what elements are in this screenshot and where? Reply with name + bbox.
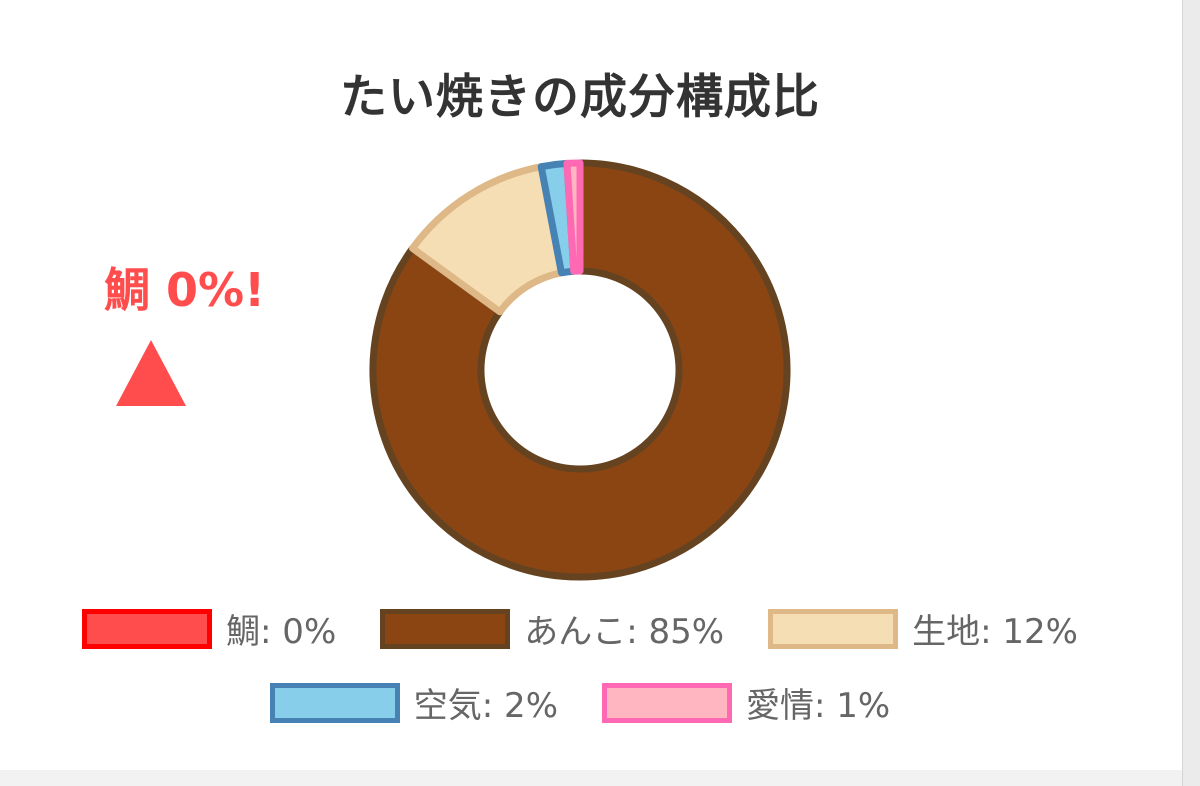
page-edge	[1182, 0, 1200, 786]
legend-swatch-kuki	[269, 682, 400, 723]
legend-label-tai: 鯛: 0%	[226, 612, 337, 652]
legend-item-tai[interactable]: 鯛: 0%	[82, 604, 336, 653]
legend-item-anko[interactable]: あんこ: 85%	[380, 604, 724, 653]
legend-swatch-aijo	[602, 682, 732, 723]
legend-swatch-kiji	[768, 608, 899, 649]
legend-item-kuki[interactable]: 空気: 2%	[269, 678, 558, 727]
donut-slice-4[interactable]	[563, 159, 584, 275]
legend-label-kuki: 空気: 2%	[413, 686, 558, 726]
donut-chart	[369, 159, 791, 581]
legend-row-2: 空気: 2% 愛情: 1%	[0, 678, 1160, 727]
legend-item-aijo[interactable]: 愛情: 1%	[602, 678, 890, 727]
legend-label-aijo: 愛情: 1%	[746, 686, 891, 726]
legend-swatch-anko	[380, 608, 511, 649]
legend-swatch-tai	[82, 608, 213, 649]
chart-card: たい焼きの成分構成比 鯛 0%! 鯛: 0% あんこ: 85% 生地: 12% …	[0, 0, 1182, 770]
legend-label-anko: あんこ: 85%	[524, 612, 725, 652]
legend-item-kiji[interactable]: 生地: 12%	[768, 604, 1078, 653]
up-arrow-icon	[116, 340, 186, 406]
donut-slice-1[interactable]	[369, 159, 791, 581]
legend-row-1: 鯛: 0% あんこ: 85% 生地: 12%	[0, 604, 1160, 653]
legend-label-kiji: 生地: 12%	[912, 612, 1078, 652]
tai-zero-annotation: 鯛 0%!	[104, 263, 266, 317]
chart-title: たい焼きの成分構成比	[340, 70, 820, 125]
